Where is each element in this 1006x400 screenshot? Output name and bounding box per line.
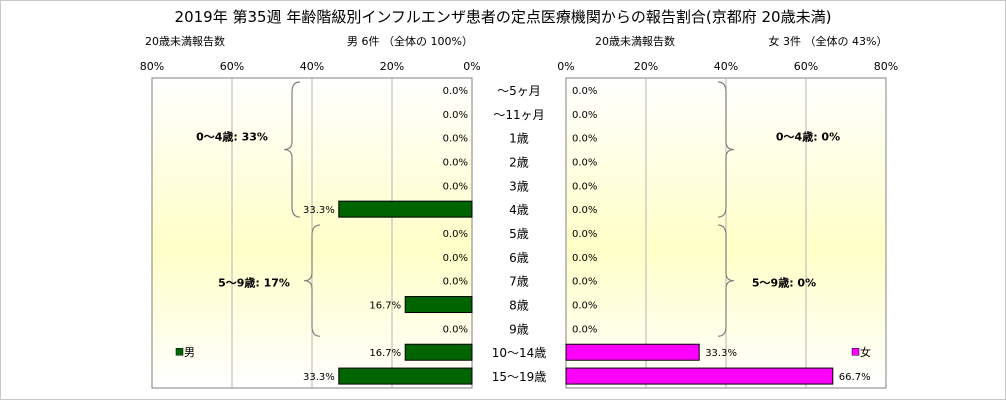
category-label: 10〜14歳 (492, 346, 547, 360)
data-label: 0.0% (443, 181, 468, 192)
category-label: 8歳 (509, 299, 529, 313)
category-label: 2歳 (509, 155, 529, 169)
legend-swatch-male (175, 347, 184, 356)
data-label: 33.3% (303, 205, 335, 216)
x-tick-label: 0% (463, 60, 480, 73)
data-label: 0.0% (572, 229, 597, 240)
left-caption: 20歳未満報告数 (145, 35, 225, 48)
data-label: 0.0% (443, 157, 468, 168)
group-annotation: 5〜9歳: 17% (218, 276, 290, 290)
data-label: 0.0% (572, 157, 597, 168)
data-label: 0.0% (572, 181, 597, 192)
group-brace (717, 224, 735, 337)
bar (565, 367, 834, 385)
x-tick-label: 60% (794, 60, 818, 73)
category-label: 3歳 (509, 179, 529, 193)
data-label: 0.0% (443, 277, 468, 288)
data-label: 0.0% (572, 86, 597, 97)
right-summary: 女 3件 （全体の 43%） (769, 34, 888, 48)
group-brace (283, 81, 301, 218)
bar (404, 296, 473, 314)
data-label: 16.7% (369, 301, 401, 312)
category-label: 5歳 (509, 227, 529, 241)
data-label: 0.0% (443, 110, 468, 121)
data-label: 0.0% (572, 205, 597, 216)
x-tick-label: 20% (380, 60, 404, 73)
data-label: 0.0% (443, 134, 468, 145)
category-label: 〜11ヶ月 (493, 108, 544, 122)
left-summary: 男 6件 （全体の 100%） (347, 34, 473, 48)
category-label: 7歳 (509, 275, 529, 289)
category-label: 1歳 (509, 132, 529, 146)
data-label: 0.0% (572, 277, 597, 288)
data-label: 0.0% (443, 86, 468, 97)
bar (404, 343, 473, 361)
legend-label-female: 女 (860, 345, 871, 359)
category-label: 15〜19歳 (492, 370, 547, 384)
x-tick-label: 80% (140, 60, 164, 73)
chart-title: 2019年 第35週 年齢階級別インフルエンザ患者の定点医療機関からの報告割合(… (175, 8, 832, 26)
legend-label-male: 男 (184, 346, 195, 359)
bar (338, 367, 473, 385)
data-label: 16.7% (369, 348, 401, 359)
data-label: 0.0% (572, 324, 597, 335)
x-tick-label: 80% (874, 60, 898, 73)
group-annotation: 0〜4歳: 0% (776, 130, 840, 144)
x-tick-label: 60% (220, 60, 244, 73)
female-panel: 0% 20% 40% 60% 80% 0.0% 0.0% 0.0% 0.0% 0.0% 0.0% 0.… (557, 60, 898, 389)
group-brace (717, 81, 735, 218)
group-brace (303, 224, 321, 337)
data-label: 33.3% (303, 372, 335, 383)
data-label: 0.0% (572, 301, 597, 312)
x-tick-label: 20% (634, 60, 658, 73)
data-label: 0.0% (443, 253, 468, 264)
age-category-labels: 〜5ヶ月〜11ヶ月 1歳 2歳 3歳 4歳 5歳 6歳 7歳 8歳 9歳 10〜14歳 15〜19歳 (492, 84, 547, 384)
group-annotation: 0〜4歳: 33% (196, 130, 268, 144)
category-label: 6歳 (509, 251, 529, 265)
data-label: 0.0% (572, 253, 597, 264)
male-panel: 80% 60% 40% 20% 0% 0.0% 0.0% 0.0% 0.0% 0.0% 33.3% 0… (140, 60, 481, 389)
x-tick-label: 40% (300, 60, 324, 73)
category-label: 〜5ヶ月 (497, 84, 541, 98)
data-label: 66.7% (839, 372, 871, 383)
data-label: 0.0% (572, 110, 597, 121)
age-group-annotations: 0〜4歳: 33% 5〜9歳: 17% 0〜4歳: 0% 5〜9歳: 0% 男 女 (175, 81, 871, 359)
right-caption: 20歳未満報告数 (595, 35, 675, 48)
x-tick-label: 40% (714, 60, 738, 73)
group-annotation: 5〜9歳: 0% (752, 276, 816, 290)
x-tick-label: 0% (557, 60, 574, 73)
category-label: 9歳 (509, 322, 529, 336)
category-label: 4歳 (509, 203, 529, 217)
bar (565, 343, 700, 361)
data-label: 0.0% (443, 229, 468, 240)
bar (338, 200, 473, 218)
data-label: 33.3% (705, 348, 737, 359)
data-label: 0.0% (572, 134, 597, 145)
data-label: 0.0% (443, 324, 468, 335)
legend-swatch-female (851, 347, 860, 356)
